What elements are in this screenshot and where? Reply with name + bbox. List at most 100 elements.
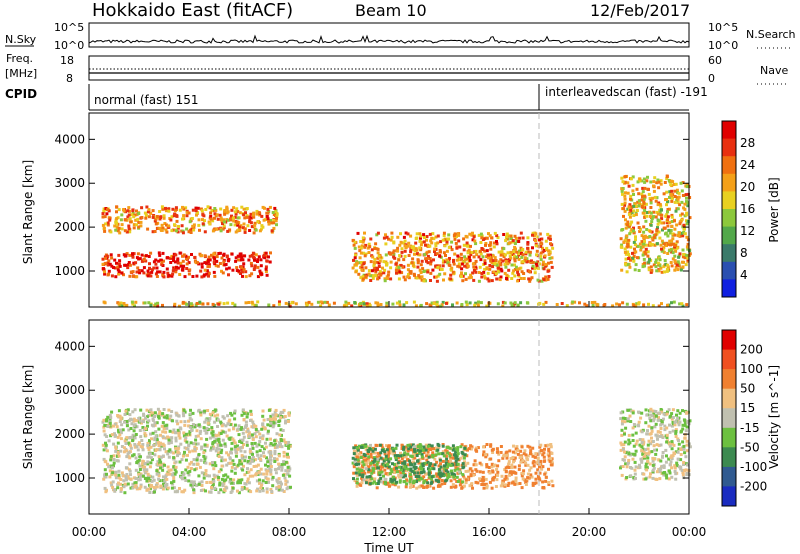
heat-cell <box>648 475 652 479</box>
heat-cell <box>277 487 281 491</box>
heat-cell <box>128 263 132 267</box>
heat-cell <box>441 238 445 242</box>
heat-cell <box>158 448 162 452</box>
heat-cell <box>424 448 428 452</box>
heat-cell <box>430 241 434 245</box>
heat-cell <box>389 457 393 461</box>
heat-cell <box>152 486 156 489</box>
heat-cell <box>213 227 217 231</box>
heat-cell <box>533 455 537 459</box>
heat-cell <box>281 410 285 414</box>
heat-cell <box>244 275 248 279</box>
heat-cell <box>143 465 147 469</box>
heat-cell <box>422 451 426 455</box>
heat-cell <box>149 211 153 215</box>
heat-cell <box>529 473 533 477</box>
heat-cell <box>167 207 171 211</box>
heat-cell <box>521 248 525 251</box>
heat-cell <box>500 474 504 478</box>
heat-cell <box>228 457 232 461</box>
heat-cell <box>217 302 221 306</box>
heat-cell <box>442 454 446 458</box>
heat-cell <box>172 259 176 263</box>
heat-cell <box>235 220 239 224</box>
heat-cell <box>454 485 458 489</box>
heat-cell <box>234 212 238 216</box>
heat-cell <box>245 207 249 210</box>
heat-cell <box>623 194 627 198</box>
heat-cell <box>661 228 664 232</box>
heat-cell <box>185 262 189 266</box>
heat-cell <box>135 270 139 274</box>
heat-cell <box>466 251 470 255</box>
heat-cell <box>215 227 219 231</box>
heat-cell <box>267 255 270 259</box>
heat-cell <box>395 466 399 470</box>
heat-cell <box>646 235 650 239</box>
heat-cell <box>415 454 419 457</box>
heat-cell <box>375 463 379 466</box>
heat-cell <box>155 438 159 442</box>
heat-cell <box>137 221 141 224</box>
heat-cell <box>673 466 677 470</box>
heat-cell <box>183 275 187 279</box>
heat-cell <box>420 467 424 471</box>
heat-cell <box>103 229 107 233</box>
heat-cell <box>233 215 237 219</box>
heat-cell <box>469 447 473 451</box>
heat-cell <box>271 211 275 214</box>
heat-cell <box>165 414 169 418</box>
heat-cell <box>670 412 674 416</box>
heat-cell <box>248 435 252 439</box>
heat-cell <box>217 470 221 474</box>
heat-cell <box>134 476 138 480</box>
heat-cell <box>151 215 155 219</box>
heat-cell <box>644 202 648 206</box>
heat-cell <box>400 447 404 450</box>
heat-cell <box>210 446 214 450</box>
heat-cell <box>265 259 269 263</box>
heat-cell <box>119 482 122 486</box>
heat-cell <box>440 482 444 486</box>
heat-cell <box>222 220 226 224</box>
heat-cell <box>404 231 408 235</box>
heat-cell <box>164 206 167 210</box>
heat-cell <box>173 223 176 227</box>
heat-cell <box>639 416 643 420</box>
heat-cell <box>402 235 406 239</box>
heat-cell <box>680 200 684 204</box>
heat-cell <box>401 469 405 473</box>
heat-cell <box>674 435 678 438</box>
heat-cell <box>435 472 439 476</box>
heat-cell <box>454 235 458 238</box>
heat-cell <box>666 210 669 214</box>
heat-cell <box>378 270 382 274</box>
heat-cell <box>496 464 500 468</box>
heat-cell <box>634 449 638 453</box>
heat-cell <box>244 211 247 215</box>
heat-cell <box>152 266 156 270</box>
heat-cell <box>230 441 234 445</box>
heat-cell <box>418 457 422 461</box>
heat-cell <box>489 241 493 245</box>
heat-cell <box>225 254 229 258</box>
heat-cell <box>129 477 133 481</box>
heat-cell <box>187 261 191 265</box>
heat-cell <box>248 447 252 451</box>
heat-cell <box>119 487 123 491</box>
heat-cell <box>262 253 266 257</box>
heat-cell <box>413 467 417 471</box>
heat-cell <box>104 222 108 226</box>
heat-cell <box>158 458 162 462</box>
heat-cell <box>141 459 145 463</box>
heat-cell <box>506 251 510 255</box>
heat-cell <box>152 478 156 482</box>
heat-cell <box>524 250 528 254</box>
heat-cell <box>365 463 369 467</box>
heat-cell <box>438 264 442 268</box>
heat-cell <box>113 488 117 491</box>
heat-cell <box>352 452 356 456</box>
heat-cell <box>651 456 655 460</box>
heat-cell <box>187 443 191 447</box>
heat-cell <box>191 275 195 278</box>
